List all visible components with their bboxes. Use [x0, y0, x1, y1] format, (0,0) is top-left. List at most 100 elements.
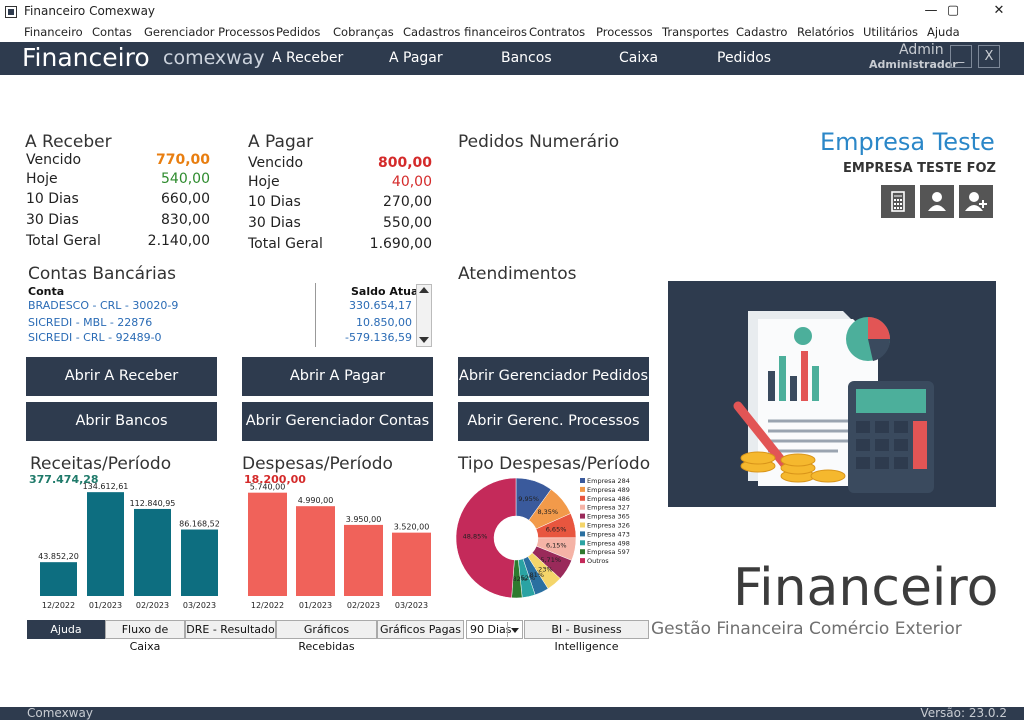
bank-account-name[interactable]: SICREDI - MBL - 22876: [28, 316, 153, 329]
menu-cadastros-financeiros[interactable]: Cadastros financeiros: [403, 25, 528, 39]
nav-brand-sub: comexway: [163, 47, 265, 69]
maximize-button[interactable]: ▢: [946, 3, 960, 18]
tipo-despesas-chart: 9,95% 8,35% 6,65% 6,15% 5,71%4,23%3,81%3,52%…: [455, 477, 630, 599]
legend-swatch: [580, 540, 585, 546]
bar-value-label: 3.950,00: [346, 515, 382, 524]
bar: [40, 562, 77, 596]
nav-item-a-receber[interactable]: A Receber: [272, 50, 344, 66]
pagar-label: 10 Dias: [248, 194, 301, 210]
receber-label: Hoje: [26, 171, 58, 187]
legend-label: Empresa 327: [587, 504, 630, 512]
tab-graficos-recebidas[interactable]: Gráficos Recebidas: [276, 620, 377, 653]
receber-label: Vencido: [26, 152, 82, 168]
column-header-conta: Conta: [28, 285, 65, 298]
tab-dre-resultado[interactable]: DRE - Resultado: [185, 620, 276, 639]
legend-label: Empresa 326: [587, 522, 630, 530]
bar-value-label: 134.612,61: [83, 482, 129, 491]
bar-value-label: 4.990,00: [298, 496, 334, 505]
menu-ajuda[interactable]: Ajuda: [927, 25, 960, 39]
user-name: Admin: [899, 42, 944, 58]
slice-label: 2,82%: [506, 575, 527, 583]
pagar-label: Hoje: [248, 174, 280, 190]
tab-business-intelligence[interactable]: BI - Business Intelligence: [524, 620, 649, 653]
abrir-a-pagar-button[interactable]: Abrir A Pagar: [242, 357, 433, 396]
pagar-label: 30 Dias: [248, 215, 301, 231]
menu-gerenciador-processos[interactable]: Gerenciador Processos: [144, 25, 275, 39]
legend-swatch: [580, 531, 585, 537]
x-tick-label: 01/2023: [299, 601, 332, 610]
menu-financeiro[interactable]: Financeiro: [24, 25, 83, 39]
menu-contas[interactable]: Contas: [92, 25, 132, 39]
tab-ajuda[interactable]: Ajuda: [27, 620, 105, 639]
menu-utilitarios[interactable]: Utilitários: [863, 25, 919, 39]
receber-value: 830,00: [161, 212, 210, 228]
tab-graficos-pagas[interactable]: Gráficos Pagas: [377, 620, 464, 639]
chevron-down-icon: [507, 622, 520, 637]
finance-illustration: [668, 281, 996, 507]
pagar-value: 40,00: [391, 174, 432, 190]
nav-item-pedidos[interactable]: Pedidos: [717, 50, 772, 66]
nav-minimize-button[interactable]: _: [950, 45, 972, 68]
receber-label: 30 Dias: [26, 212, 79, 228]
bank-account-name[interactable]: SICREDI - CRL - 92489-0: [28, 331, 162, 344]
pagar-value: 800,00: [377, 155, 432, 171]
window-titlebar: Financeiro Comexway — ▢ ✕: [0, 0, 1024, 23]
slice-label: 6,15%: [546, 542, 567, 550]
bar: [344, 524, 383, 596]
scroll-down-icon[interactable]: [419, 337, 429, 343]
pagar-label: Vencido: [248, 155, 304, 171]
nav-close-button[interactable]: X: [978, 45, 1000, 68]
minimize-button[interactable]: —: [924, 3, 938, 18]
slice-label: 6,65%: [546, 525, 567, 533]
bar: [134, 508, 171, 596]
legend-label: Empresa 489: [587, 486, 630, 494]
legend-label: Empresa 486: [587, 495, 630, 503]
scroll-up-icon[interactable]: [419, 287, 429, 293]
menu-pedidos[interactable]: Pedidos: [276, 25, 321, 39]
menu-relatorios[interactable]: Relatórios: [797, 25, 855, 39]
slice-label: 8,35%: [537, 508, 558, 516]
calculator-icon: [891, 191, 905, 212]
user-add-icon-button[interactable]: [959, 185, 993, 218]
tab-fluxo-de-caixa[interactable]: Fluxo de Caixa: [105, 620, 185, 653]
legend-label: Empresa 473: [587, 530, 630, 538]
bank-account-balance: -579.136,59: [345, 331, 412, 344]
receitas-chart-title: Receitas/Período: [30, 454, 172, 474]
menu-processos[interactable]: Processos: [596, 25, 653, 39]
abrir-bancos-button[interactable]: Abrir Bancos: [26, 402, 217, 441]
menu-cobrancas[interactable]: Cobranças: [333, 25, 394, 39]
user-icon: [928, 192, 946, 211]
menu-transportes[interactable]: Transportes: [662, 25, 730, 39]
nav-item-caixa[interactable]: Caixa: [619, 50, 659, 66]
abrir-gerenc-processos-button[interactable]: Abrir Gerenc. Processos: [458, 402, 649, 441]
bar: [248, 492, 287, 596]
abrir-gerenciador-pedidos-button[interactable]: Abrir Gerenciador Pedidos: [458, 357, 649, 396]
logo-title: Financeiro: [733, 558, 999, 618]
menu-cadastro[interactable]: Cadastro: [736, 25, 788, 39]
slice-label: 3,52%: [514, 574, 535, 582]
scrollbar[interactable]: [416, 284, 432, 347]
legend-label: Outros: [587, 557, 609, 565]
period-select[interactable]: 90 Dias: [466, 620, 523, 639]
receber-title: A Receber: [25, 132, 112, 152]
bank-account-name[interactable]: BRADESCO - CRL - 30020-9: [28, 299, 179, 312]
abrir-gerenciador-contas-button[interactable]: Abrir Gerenciador Contas: [242, 402, 433, 441]
bank-account-balance: 330.654,17: [349, 299, 412, 312]
slice-label: 3,81%: [523, 571, 544, 579]
user-icon-button[interactable]: [920, 185, 954, 218]
user-add-icon: [965, 192, 987, 211]
slice-label: 48,85%: [463, 532, 488, 540]
abrir-a-receber-button[interactable]: Abrir A Receber: [26, 357, 217, 396]
x-tick-label: 03/2023: [183, 601, 216, 610]
slice-label: 5,71%: [540, 556, 561, 564]
bar-value-label: 112.840,95: [130, 499, 176, 508]
footer-company: Comexway: [27, 706, 93, 720]
nav-item-a-pagar[interactable]: A Pagar: [389, 50, 443, 66]
calculator-icon-button[interactable]: [881, 185, 915, 218]
menu-contratos[interactable]: Contratos: [529, 25, 586, 39]
close-button[interactable]: ✕: [993, 3, 1005, 18]
pagar-value: 270,00: [383, 194, 432, 210]
legend-label: Empresa 365: [587, 513, 630, 521]
nav-item-bancos[interactable]: Bancos: [501, 50, 552, 66]
legend-label: Empresa 498: [587, 539, 630, 547]
